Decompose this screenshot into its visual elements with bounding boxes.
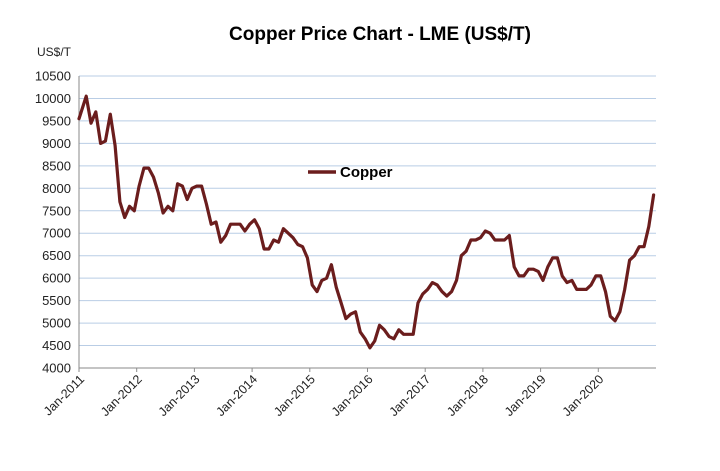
y-tick-label: 8500: [42, 158, 71, 173]
legend-label-copper: Copper: [340, 164, 393, 181]
x-tick-label: Jan-2016: [329, 372, 376, 419]
x-tick-label: Jan-2015: [271, 372, 318, 419]
series-line-copper: [77, 94, 656, 350]
y-tick-label: 5000: [42, 316, 71, 331]
gridlines: [79, 75, 656, 347]
y-tick-label: 10000: [35, 91, 71, 106]
y-tick-label: 6500: [42, 248, 71, 263]
x-tick-label: Jan-2018: [444, 372, 491, 419]
y-tick-label: 9500: [42, 113, 71, 128]
y-tick-label: 7000: [42, 226, 71, 241]
x-axis-tick-labels: Jan-2011 Jan-2012 Jan-2013 Jan-2014 Jan-2015…: [41, 368, 606, 419]
x-tick-label: Jan-2019: [502, 372, 549, 419]
x-tick-label: Jan-2017: [387, 372, 434, 419]
y-tick-label: 4500: [42, 338, 71, 353]
y-tick-label: 9000: [42, 136, 71, 151]
y-tick-label: 10500: [35, 69, 71, 84]
y-axis-unit-label: US$/T: [37, 45, 72, 59]
chart-title: Copper Price Chart - LME (US$/T): [229, 24, 531, 45]
y-tick-label: 6000: [42, 271, 71, 286]
y-tick-label: 8000: [42, 181, 71, 196]
y-axis-tick-labels: 4000 4500 5000 5500 6000 6500 7000 7500 8000 8500…: [35, 69, 71, 376]
x-tick-label: Jan-2011: [41, 372, 87, 418]
x-tick-label: Jan-2012: [98, 372, 145, 419]
series-lines: [77, 94, 656, 350]
x-tick-label: Jan-2014: [213, 372, 260, 419]
y-tick-label: 5500: [42, 293, 71, 308]
legend: Copper: [308, 164, 393, 181]
y-tick-label: 7500: [42, 203, 71, 218]
y-tick-label: 4000: [42, 361, 71, 376]
x-tick-label: Jan-2020: [560, 372, 607, 419]
x-tick-label: Jan-2013: [156, 372, 203, 419]
